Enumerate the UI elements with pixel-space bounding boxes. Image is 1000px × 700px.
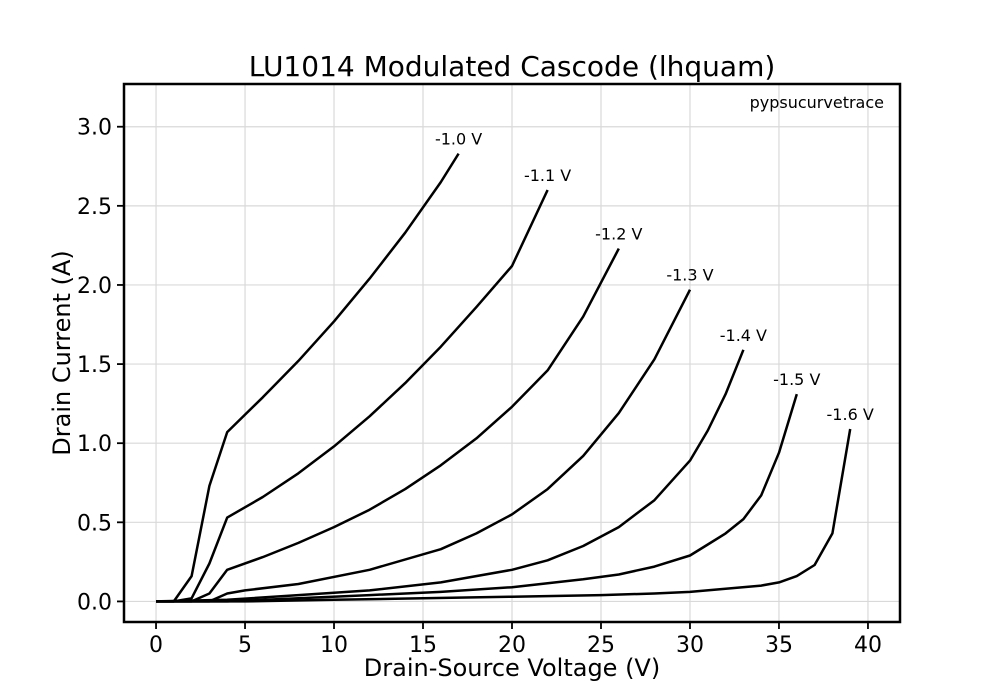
curve-series bbox=[156, 248, 620, 603]
y-tick-label: 2.0 bbox=[77, 274, 112, 299]
curves bbox=[155, 152, 852, 603]
x-tick-label: 30 bbox=[676, 633, 704, 658]
y-tick-label: 1.0 bbox=[77, 432, 112, 457]
x-axis-label: Drain-Source Voltage (V) bbox=[364, 654, 660, 682]
curve-labels: -1.0 V -1.1 V -1.2 V -1.3 V -1.4 V -1.5 V -1.6… bbox=[435, 130, 874, 424]
x-tick-label: 20 bbox=[498, 633, 526, 658]
x-tick-label: 35 bbox=[765, 633, 793, 658]
curve-label: -1.6 V bbox=[827, 405, 874, 424]
x-tick-label: 15 bbox=[409, 633, 437, 658]
y-axis-label: Drain Current (A) bbox=[48, 250, 76, 455]
grid bbox=[124, 84, 900, 622]
curve-series bbox=[156, 152, 460, 603]
curve-label: -1.3 V bbox=[666, 266, 713, 285]
y-tick-label: 1.5 bbox=[77, 353, 112, 378]
x-tick-label: 0 bbox=[149, 633, 163, 658]
x-tick-label: 10 bbox=[320, 633, 348, 658]
x-tick-label: 5 bbox=[238, 633, 252, 658]
x-tick-label: 40 bbox=[854, 633, 882, 658]
curve-series bbox=[156, 393, 798, 603]
curve-label: -1.0 V bbox=[435, 130, 482, 149]
axis-ticks: 0 5 10 15 20 25 30 35 40 0.0 0.5 1.0 1.5 2.0 2.5 3.0 bbox=[77, 116, 882, 658]
y-tick-label: 0.0 bbox=[77, 590, 112, 615]
chart-title: LU1014 Modulated Cascode (lhquam) bbox=[249, 50, 776, 83]
watermark-text: pypsucurvetrace bbox=[750, 93, 884, 112]
y-tick-label: 3.0 bbox=[77, 116, 112, 141]
curve-series bbox=[156, 289, 692, 603]
y-tick-label: 2.5 bbox=[77, 195, 112, 220]
curve-label: -1.5 V bbox=[773, 370, 820, 389]
x-tick-label: 25 bbox=[587, 633, 615, 658]
curve-series bbox=[156, 189, 549, 603]
curve-label: -1.2 V bbox=[595, 225, 642, 244]
curve-label: -1.4 V bbox=[720, 326, 767, 345]
curve-series bbox=[155, 349, 745, 603]
y-tick-label: 0.5 bbox=[77, 511, 112, 536]
curve-label: -1.1 V bbox=[524, 166, 571, 185]
curve-series bbox=[156, 428, 852, 603]
